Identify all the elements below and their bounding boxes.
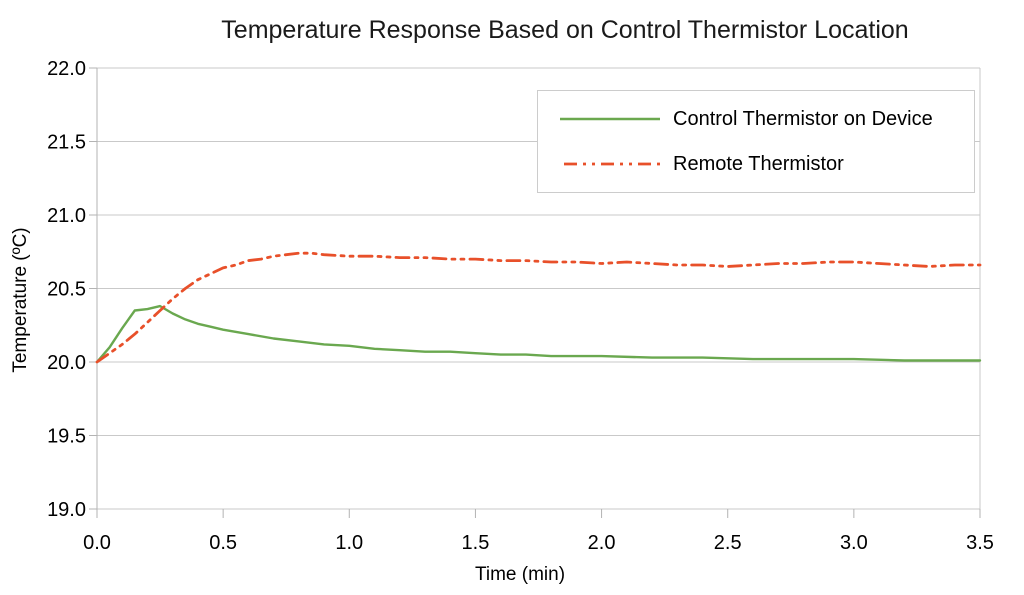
x-tick-label: 0.5 [209,532,237,554]
x-tick-label: 1.5 [462,532,490,554]
legend-item-control-thermistor: Control Thermistor on Device [538,97,974,142]
legend-line-solid-green-icon [560,117,660,121]
x-axis-title: Time (min) [474,564,566,585]
series-line-control-thermistor-on-device [95,304,982,364]
x-tick-label: 3.5 [966,532,994,554]
chart-title: Temperature Response Based on Control Th… [221,16,909,44]
x-tick-label: 3.0 [840,532,868,554]
y-tick-label: 20.5 [47,279,86,301]
y-tick-label: 19.5 [47,426,86,448]
x-tick-label: 1.0 [335,532,363,554]
x-tick-label: 2.0 [588,532,616,554]
legend-line-dash-dot-red-icon [560,162,660,166]
x-tick-label: 0.0 [83,532,111,554]
x-tick-label: 2.5 [714,532,742,554]
legend: Control Thermistor on Device Remote Ther… [537,90,975,193]
y-tick-label: 19.0 [47,499,86,521]
y-tick-label: 21.5 [47,132,86,154]
y-tick-label: 22.0 [47,58,86,80]
y-axis-title: Temperature (ºC) [10,227,31,373]
legend-item-remote-thermistor: Remote Thermistor [538,142,974,187]
y-tick-label: 21.0 [47,205,86,227]
legend-label-remote-thermistor: Remote Thermistor [673,152,844,175]
series-line-remote-thermistor [95,251,982,364]
y-tick-label: 20.0 [47,352,86,374]
legend-label-control-thermistor: Control Thermistor on Device [673,107,933,130]
